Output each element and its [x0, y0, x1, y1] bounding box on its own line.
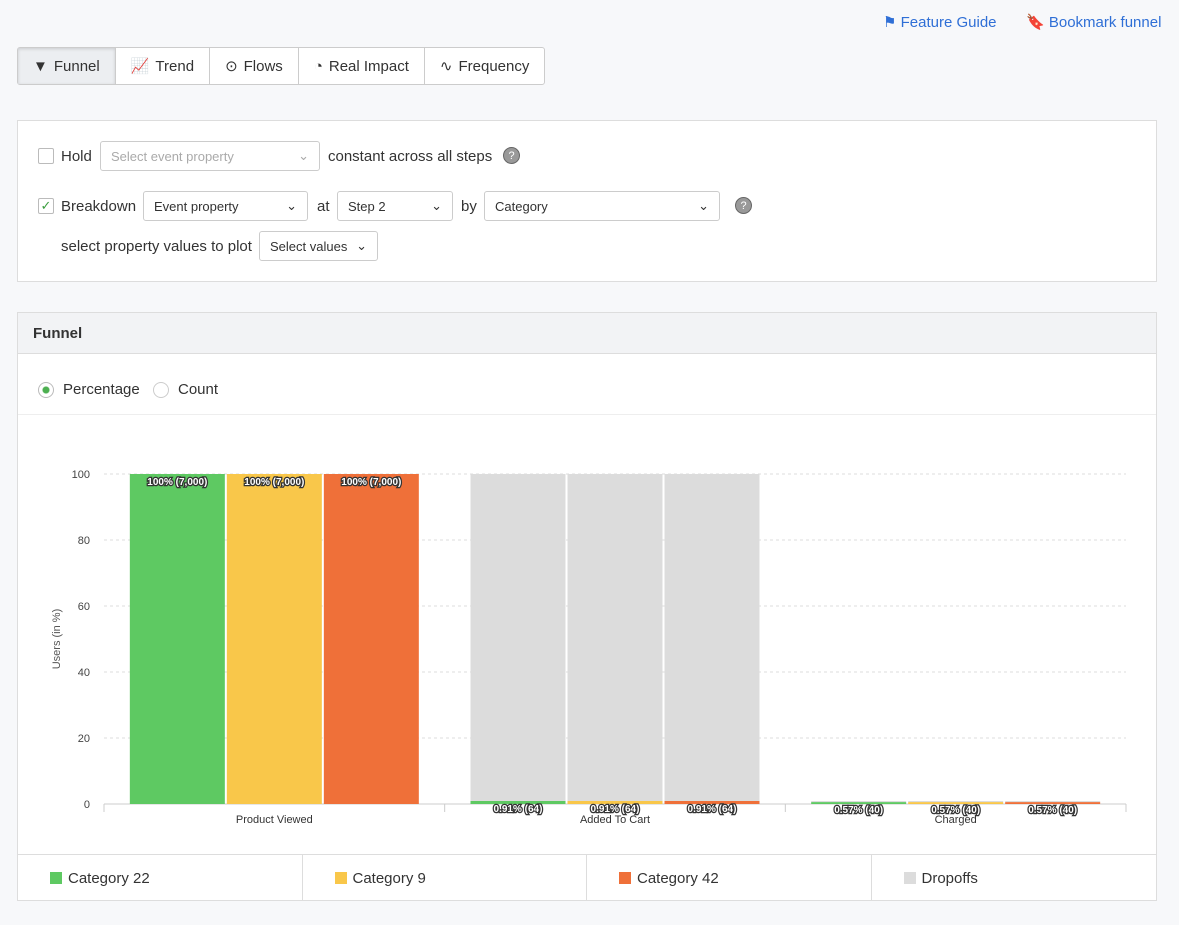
- tab[interactable]: 📈 Trend: [116, 48, 211, 84]
- value-label: 0.57% (40): [1028, 805, 1077, 816]
- hold-checkbox[interactable]: [38, 148, 54, 164]
- bar: [1005, 802, 1101, 804]
- hold-select[interactable]: Select event property ⌄: [100, 141, 320, 171]
- hold-label: Hold: [61, 148, 92, 165]
- x-tick-label: Charged: [935, 814, 977, 826]
- dropoff-bar: [470, 474, 566, 801]
- value-label: 100% (7,000): [244, 477, 304, 488]
- value: Select values: [270, 238, 348, 254]
- dropoff-bar: [908, 800, 1004, 803]
- radio[interactable]: [38, 382, 54, 398]
- tab-label[interactable]: Flows: [243, 57, 283, 75]
- tab[interactable]: ⊙ Flows: [210, 48, 299, 84]
- hold-suffix: constant across all steps: [328, 148, 493, 165]
- values-label: select property values to plot: [61, 238, 252, 255]
- y-tick-label: 40: [78, 667, 90, 679]
- panel-header: [18, 313, 1156, 354]
- tab[interactable]: ∿ Frequency: [439, 57, 530, 76]
- legend-divider: [18, 854, 1156, 855]
- value-label: 100% (7,000): [147, 477, 207, 488]
- value-label: 0.57% (40): [931, 805, 980, 816]
- dropoff-bar: [664, 474, 760, 801]
- step-select[interactable]: Step 2 ⌄: [337, 191, 453, 221]
- legend-swatch: [334, 872, 347, 884]
- divider: [18, 414, 1156, 415]
- legend-swatch: [50, 872, 62, 884]
- legend-label: Dropoffs: [921, 869, 978, 887]
- breakdown-checkbox[interactable]: ✓: [38, 198, 54, 214]
- legend-item[interactable]: Dropoffs: [872, 855, 1157, 901]
- value: Category: [495, 198, 548, 214]
- by: by: [461, 198, 477, 215]
- value: Event property: [154, 198, 239, 214]
- values-select[interactable]: Select values ⌄: [259, 231, 378, 261]
- tabs: ▼ Funnel 📈 Trend ⊙ Flows ◔ Real Impact ∿ Freq…: [17, 47, 546, 85]
- radio-label: Percentage: [63, 381, 140, 398]
- dropoff-bar: [1005, 800, 1101, 803]
- y-tick-label: 60: [78, 601, 90, 613]
- dropoff-bar: [567, 474, 663, 801]
- bar: [470, 800, 566, 804]
- panel-title: Funnel: [33, 325, 83, 342]
- link-text[interactable]: Feature Guide: [900, 14, 997, 31]
- legend-swatch: [619, 872, 631, 884]
- x-tick-label: Product Viewed: [236, 814, 313, 826]
- dropoff-bar: [811, 800, 907, 803]
- y-tick-label: 20: [78, 733, 90, 745]
- value-label: 100% (7,000): [341, 477, 401, 488]
- x-tick-label: Added To Cart: [580, 814, 650, 826]
- value-label: 0.91% (64): [591, 804, 640, 815]
- radio[interactable]: [153, 382, 169, 398]
- help[interactable]: ?: [735, 197, 752, 214]
- bar: [567, 800, 663, 804]
- tab[interactable]: ◔ Real Impact: [299, 48, 425, 84]
- legend-label: Category 42: [637, 869, 719, 887]
- tab-label[interactable]: Real Impact: [328, 57, 409, 75]
- tab-label[interactable]: Frequency: [458, 57, 530, 75]
- tab[interactable]: ▼ Funnel: [18, 48, 116, 84]
- feature-guide[interactable]: ⚑ Feature Guide: [883, 14, 997, 31]
- at: at: [317, 198, 330, 215]
- legend-item[interactable]: Category 42: [587, 855, 872, 901]
- tab-label[interactable]: Trend: [155, 57, 195, 75]
- y-tick-label: 80: [78, 535, 90, 547]
- bar: [323, 474, 419, 804]
- field-select[interactable]: Category ⌄: [484, 191, 720, 221]
- bar: [226, 474, 322, 804]
- bar: [664, 800, 760, 804]
- help[interactable]: ?: [503, 147, 520, 164]
- legend-item[interactable]: Category 22: [18, 855, 303, 901]
- value: Step 2: [348, 198, 386, 214]
- bar: [908, 802, 1004, 804]
- y-axis-label: Users (in %): [51, 609, 63, 670]
- property-select[interactable]: Event property ⌄: [143, 191, 308, 221]
- bar: [129, 474, 225, 804]
- breakdown-label: Breakdown: [61, 198, 137, 215]
- legend-swatch: [903, 872, 916, 884]
- radio-label: Count: [178, 381, 219, 398]
- chart: Users (in %) 0 20 40 60 80 100 Product Viewed 1…: [51, 469, 1127, 826]
- legend-label: Category 22: [68, 869, 150, 887]
- value-label: 0.91% (64): [688, 804, 737, 815]
- bookmark[interactable]: 🔖 Bookmark funnel: [1026, 14, 1162, 31]
- value-label: 0.57% (40): [834, 805, 883, 816]
- legend-label: Category 9: [352, 869, 426, 887]
- bar: [811, 802, 907, 804]
- placeholder: Select event property: [111, 148, 234, 164]
- link-text[interactable]: Bookmark funnel: [1048, 14, 1162, 31]
- value-label: 0.91% (64): [494, 804, 543, 815]
- legend-item[interactable]: Category 9: [303, 855, 587, 901]
- y-tick-label: 100: [72, 469, 90, 481]
- tab-label[interactable]: Funnel: [53, 57, 100, 75]
- y-tick-label: 0: [84, 799, 90, 811]
